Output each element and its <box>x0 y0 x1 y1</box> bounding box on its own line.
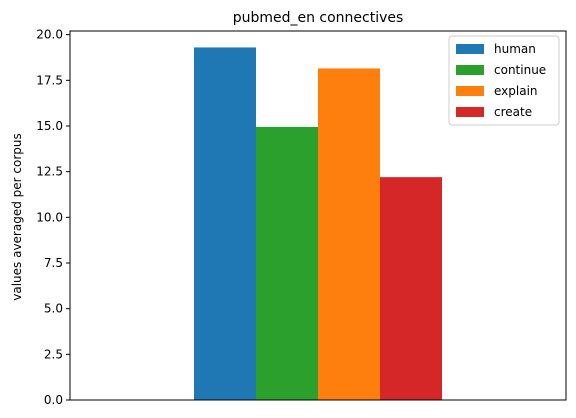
y-tick-label: 2.5 <box>44 347 63 361</box>
bar-explain <box>318 68 380 400</box>
legend-swatch-create <box>456 107 484 117</box>
bar-continue <box>256 126 318 400</box>
legend-label-human: human <box>494 42 536 56</box>
bar-create <box>380 177 442 400</box>
legend-label-explain: explain <box>494 84 538 98</box>
legend: human continue explain create <box>448 35 560 126</box>
y-tick-label: 15.0 <box>36 119 63 133</box>
y-tick-label: 20.0 <box>36 28 63 42</box>
y-tick-label: 7.5 <box>44 256 63 270</box>
y-tick-label: 17.5 <box>36 73 63 87</box>
plot-area-frame <box>69 30 567 401</box>
legend-frame <box>448 35 560 126</box>
legend-swatch-human <box>456 44 484 54</box>
chart-title: pubmed_en connectives <box>233 10 404 26</box>
legend-label-create: create <box>494 105 532 119</box>
y-axis-label: values averaged per corpus <box>10 133 24 301</box>
y-tick-label: 5.0 <box>44 302 63 316</box>
legend-swatch-continue <box>456 65 484 75</box>
bars-group <box>194 47 442 401</box>
y-ticks-group: 0.0 2.5 5.0 7.5 10.0 12.5 15.0 17.5 20.0 <box>36 28 70 407</box>
y-tick-label: 0.0 <box>44 393 63 407</box>
legend-label-continue: continue <box>494 63 546 77</box>
bar-human <box>194 47 256 401</box>
legend-swatch-explain <box>456 86 484 96</box>
y-tick-label: 12.5 <box>36 165 63 179</box>
y-tick-label: 10.0 <box>36 210 63 224</box>
